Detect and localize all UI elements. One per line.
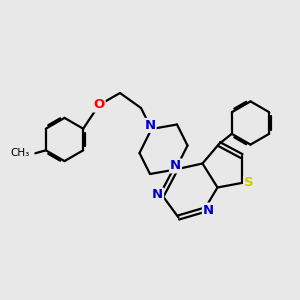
Text: N: N — [203, 203, 214, 217]
Text: S: S — [244, 176, 254, 190]
Text: N: N — [152, 188, 163, 202]
Text: N: N — [144, 119, 156, 132]
Text: O: O — [93, 98, 105, 112]
Text: N: N — [170, 159, 181, 172]
Text: CH₃: CH₃ — [11, 148, 30, 158]
